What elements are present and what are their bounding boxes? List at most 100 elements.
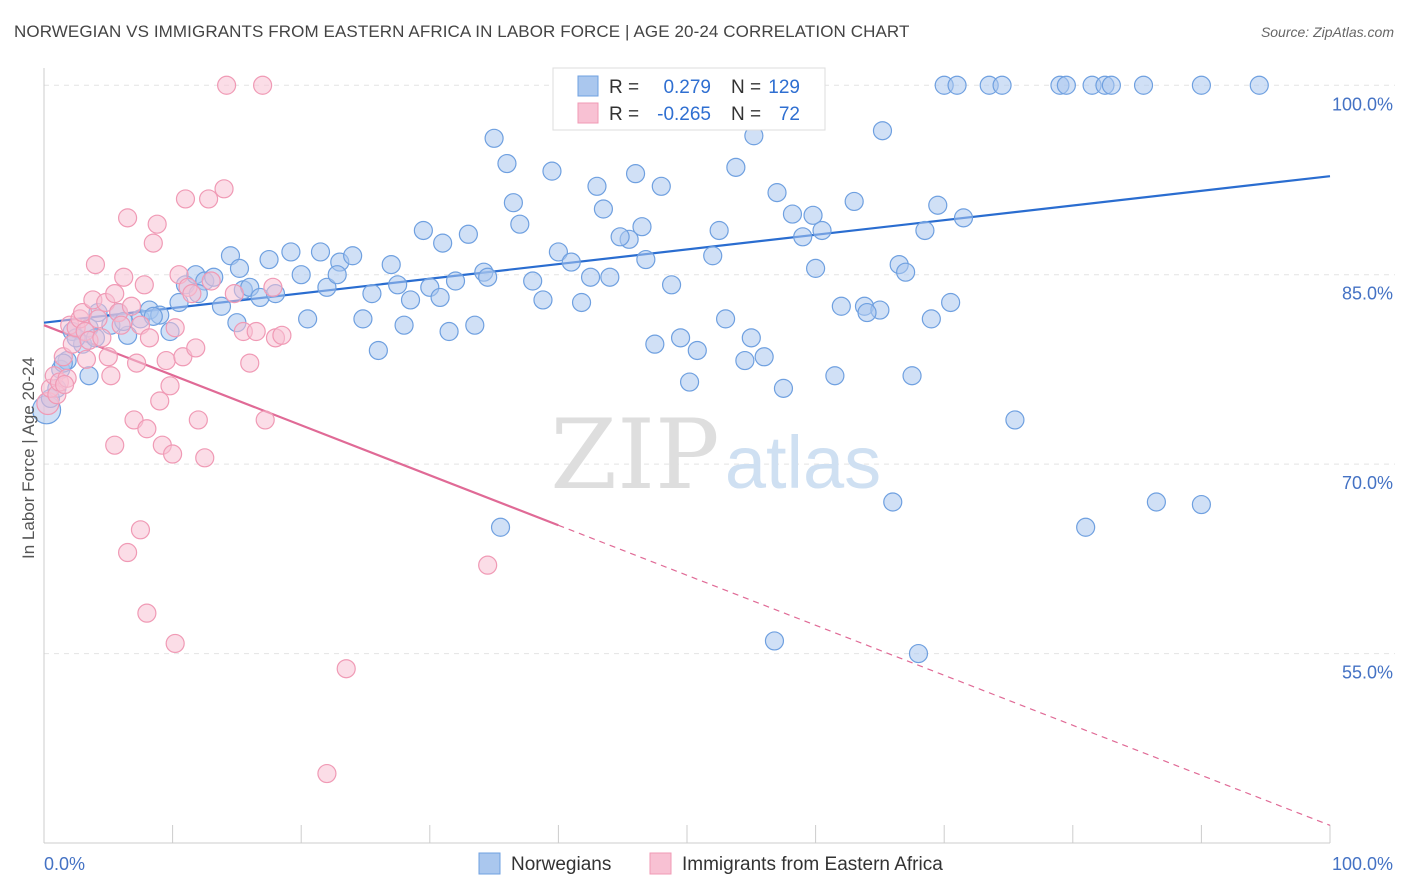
legend-swatch-eastern-africa [577,102,599,124]
series-0-point-93 [928,195,948,215]
series-1-point-38 [160,376,180,396]
y-tick-label-0: 55.0% [1342,663,1393,683]
series-1-point-59 [272,325,292,345]
series-1-points [36,75,498,784]
series-0-point-90 [902,366,922,386]
series-0-point-82 [825,366,845,386]
series-0-point-112 [1191,494,1212,515]
series-0-point-105 [1249,75,1269,95]
series-0-point-72 [715,309,736,329]
series-0-point-80 [803,205,823,225]
series-0-point-71 [703,246,723,266]
trend-line-series-1 [43,324,559,527]
series-1-point-49 [199,189,219,209]
series-legend-swatch-norwegians [478,852,501,875]
watermark-atlas: atlas [725,421,881,504]
series-0-point-94 [941,292,961,313]
series-0-point-45 [439,321,459,342]
series-0-point-51 [497,153,517,174]
series-0-point-73 [726,157,746,177]
series-0-point-64 [632,217,652,237]
series-0-point-138 [857,302,877,323]
series-0-point-41 [400,290,421,310]
series-1-point-17 [92,328,112,348]
series-1-point-39 [163,444,183,464]
series-1-point-15 [85,254,106,275]
series-1-point-67 [336,659,356,679]
series-0-point-67 [661,275,682,295]
legend-n-value-2: 72 [779,104,800,125]
legend-r-label-1: R = [609,77,639,98]
series-1-point-69 [478,555,498,575]
series-0-point-33 [317,277,337,297]
series-0-point-63 [625,164,646,184]
series-0-point-116 [908,643,929,664]
trend-line-dashed-series-1 [558,524,1331,826]
series-0-point-36 [353,309,373,329]
stats-legend: R = 0.279 N = 129 R = -0.265 N = 72 [552,67,826,131]
series-0-point-39 [381,254,401,275]
series-legend: Norwegians Immigrants from Eastern Afric… [478,852,943,875]
series-0-point-74 [735,350,755,371]
series-0-point-29 [281,242,301,262]
x-tick-labels: 0.0% 100.0% [44,854,1393,874]
series-0-point-111 [1005,410,1025,430]
series-0-point-128 [433,233,453,253]
series-0-point-81 [812,220,832,241]
series-1-point-65 [137,603,157,623]
series-legend-label-eastern-africa: Immigrants from Eastern Africa [682,854,943,875]
series-1-point-35 [150,391,170,411]
series-0-point-125 [229,258,250,278]
series-1-point-50 [201,271,221,291]
series-0-point-102 [1101,75,1121,95]
series-1-point-60 [217,75,237,95]
series-0-point-133 [636,249,656,270]
series-1-point-66 [165,633,185,654]
series-0-points [31,75,1269,664]
series-0-point-110 [883,492,903,512]
series-0-point-78 [782,204,803,224]
series-1-point-68 [317,763,337,784]
series-0-point-117 [490,517,511,537]
series-1-point-45 [182,284,202,304]
series-1-point-34 [147,214,167,234]
watermark: ZIP atlas [550,399,881,511]
series-0-point-127 [388,275,408,295]
series-1-point-16 [88,309,108,329]
series-0-point-40 [394,315,414,335]
series-0-point-131 [571,292,592,313]
series-1-point-24 [114,267,134,287]
series-1-point-56 [255,410,275,430]
series-1-point-43 [175,189,196,209]
series-0-point-52 [510,214,530,234]
series-1-point-31 [137,419,157,439]
series-0-point-126 [327,265,347,285]
series-1-point-46 [186,338,206,358]
series-1-point-20 [101,366,121,386]
series-0-point-132 [610,227,630,247]
series-1-point-62 [105,435,125,455]
series-0-point-76 [754,347,774,367]
series-legend-swatch-eastern-africa [649,852,672,875]
series-0-point-59 [587,176,607,196]
series-0-point-77 [773,378,794,398]
series-1-point-52 [224,284,244,304]
series-1-point-26 [121,296,142,316]
series-0-point-35 [343,246,363,266]
series-0-point-56 [548,242,569,262]
series-0-point-89 [896,262,916,282]
series-0-point-137 [805,258,826,278]
series-0-point-46 [445,271,466,291]
series-0-point-38 [368,340,388,361]
chart-title: NORWEGIAN VS IMMIGRANTS FROM EASTERN AFR… [14,22,910,41]
series-1-point-63 [117,542,138,563]
series-0-point-129 [478,267,498,287]
series-0-point-55 [542,161,562,181]
series-1-point-28 [126,353,147,373]
series-1-point-70 [54,374,75,395]
y-tick-label-1: 70.0% [1342,473,1393,493]
series-0-point-60 [593,199,614,219]
series-0-point-48 [465,315,485,335]
series-0-point-83 [831,296,851,316]
